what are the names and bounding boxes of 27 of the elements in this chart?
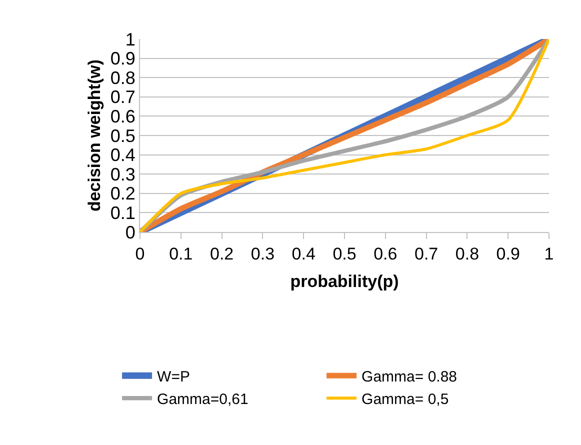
y-tick-label: 0.8 [110,68,136,88]
y-tick-label: 0.3 [110,164,136,184]
y-tick-label: 0.4 [110,145,136,166]
y-axis-title: decision weight(w) [84,59,104,212]
y-tick-label: 0.5 [110,126,136,146]
y-tick-label: 1 [125,29,136,50]
x-tick-label: 0.7 [414,244,438,264]
legend-label: Gamma= 0,5 [362,390,449,408]
y-tick-label: 0.2 [110,184,136,204]
x-tick-label: 0.5 [332,244,356,264]
legend-label: Gamma=0,61 [157,390,248,408]
x-tick-label: 0.2 [210,244,234,264]
x-tick-label: 0.6 [374,244,398,264]
x-tick-label: 0.1 [169,244,193,264]
x-tick-label: 0.4 [292,244,316,264]
legend-label: W=P [157,368,190,386]
x-tick-label: 0.9 [496,244,520,264]
y-tick-label: 0.1 [110,203,136,223]
legend-label: Gamma= 0.88 [362,368,458,386]
y-tick-label: 0.6 [110,106,136,126]
x-axis-title: probability(p) [290,272,399,291]
x-tick-label: 0.3 [250,244,275,264]
x-tick-label: 1 [544,244,554,264]
y-tick-label: 0 [125,222,136,242]
x-tick-label: 0.8 [455,244,480,264]
y-tick-label: 0.9 [110,48,136,69]
y-tick-label: 0.7 [110,87,136,108]
